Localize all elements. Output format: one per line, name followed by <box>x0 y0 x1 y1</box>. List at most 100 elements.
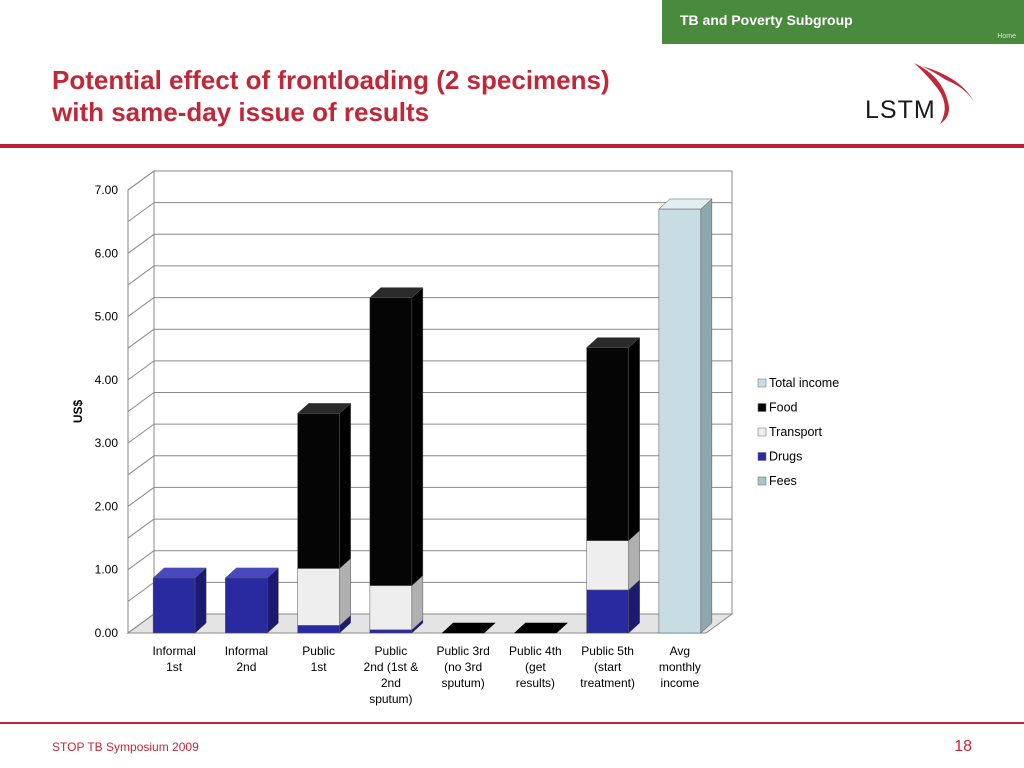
legend-label: Fees <box>769 474 797 488</box>
chart-floor <box>126 613 734 634</box>
page-number: 18 <box>954 738 972 755</box>
x-category-label-line: Public 4th <box>509 644 562 658</box>
legend-label: Total income <box>769 376 839 390</box>
x-category-label-line: 2nd <box>381 676 401 690</box>
gridline-side <box>127 233 155 254</box>
x-category-label: Informal 1st <box>152 644 195 674</box>
x-category-label: Informal 2nd <box>225 644 268 674</box>
slide-title: Potential effect of frontloading (2 spec… <box>52 64 610 128</box>
y-tick-label: 6.00 <box>95 246 119 260</box>
gridline-side <box>127 392 155 412</box>
y-tick-label: 1.00 <box>95 563 119 577</box>
bar-zero <box>513 622 569 634</box>
x-category-label-line: income <box>661 676 700 690</box>
bar-drugs <box>297 625 340 634</box>
gridline-side <box>127 265 155 286</box>
y-tick-label: 0.00 <box>95 626 119 640</box>
x-category-label: Public 4th (get results) <box>509 644 562 690</box>
x-category-label-line: results) <box>516 676 555 690</box>
bar-top <box>296 403 352 414</box>
x-category-label-line: sputum) <box>441 676 484 690</box>
bar-food <box>586 347 629 541</box>
bar-top <box>224 567 280 579</box>
bar-food <box>297 413 340 569</box>
slide-title-line-2: with same-day issue of results <box>52 97 430 127</box>
legend-label: Drugs <box>769 450 802 464</box>
bar-drugs-side <box>267 567 279 634</box>
bar-total-income-side <box>700 198 713 634</box>
legend-swatch <box>757 452 767 461</box>
stacked-bar-chart: 0.00 1.00 2.00 3.00 4.00 5.00 6.00 7.00 US$ Infor… <box>71 170 839 706</box>
legend-label: Transport <box>769 425 823 439</box>
footer-divider <box>0 722 1024 724</box>
gridline-side <box>127 170 155 191</box>
logo-text: LSTM <box>865 96 936 124</box>
x-category-label-line: (get <box>525 660 546 674</box>
x-category-label: Public 2nd (1st & 2nd sputum) <box>364 644 419 706</box>
gridline-side <box>127 455 155 476</box>
y-axis-label: US$ <box>71 400 85 424</box>
x-category-label-line: Public <box>302 644 335 658</box>
gridline-side <box>127 423 155 444</box>
lstm-swoosh-icon <box>914 63 974 124</box>
x-category-label-line: monthly <box>659 660 701 674</box>
bar-transport-side <box>339 557 351 626</box>
x-category-label-line: (start <box>594 660 622 674</box>
y-tick-label: 3.00 <box>95 436 119 450</box>
bar-top <box>585 337 641 348</box>
x-category-label-line: Avg <box>670 644 690 658</box>
x-category-label-line: 1st <box>311 660 328 674</box>
x-category-label-line: Public 5th <box>581 644 634 658</box>
gridline-side <box>127 613 155 634</box>
header-divider <box>0 144 1024 148</box>
lstm-logo: LSTM <box>862 58 982 128</box>
bar-transport <box>297 568 340 626</box>
legend-swatch <box>757 378 767 388</box>
header-banner: TB and Poverty Subgroup Home <box>662 0 1024 44</box>
footer-text: STOP TB Symposium 2009 <box>52 740 199 754</box>
legend-swatch <box>757 427 767 437</box>
x-category-label-line: (no 3rd <box>444 660 482 674</box>
bar-drugs <box>225 577 268 634</box>
x-category-label: Public 3rd (no 3rd sputum) <box>436 644 489 690</box>
x-category-label-line: Public 3rd <box>436 644 489 658</box>
bar-drugs <box>369 629 413 634</box>
bar-food-side <box>628 337 640 542</box>
legend-label: Food <box>769 401 798 415</box>
x-category-label-line: sputum) <box>369 692 412 706</box>
bar-drugs-side <box>194 567 207 634</box>
y-tick-label: 4.00 <box>95 373 119 387</box>
bar-total-income <box>658 208 702 634</box>
legend-swatch <box>757 403 767 412</box>
x-category-label-line: Public <box>375 644 408 658</box>
x-category-label-line: Informal <box>152 644 195 658</box>
x-category-label-line: Informal <box>225 644 268 658</box>
x-category-label-line: 2nd (1st & <box>364 660 419 674</box>
y-tick-label: 2.00 <box>95 499 119 513</box>
bar-food-side <box>411 287 424 587</box>
gridline-side <box>127 297 155 317</box>
gridline-side <box>127 518 155 539</box>
bar-food-side <box>339 402 351 570</box>
x-category-label: Public 1st <box>302 644 335 674</box>
home-link[interactable]: Home <box>997 33 1016 40</box>
y-tick-label: 7.00 <box>95 183 119 197</box>
y-tick-label: 5.00 <box>95 310 119 324</box>
bar-top <box>658 198 713 210</box>
legend-swatch <box>757 476 767 486</box>
bar-food <box>369 297 413 586</box>
bar-transport <box>369 585 413 631</box>
gridline-side <box>127 328 155 349</box>
x-category-label-line: treatment) <box>580 676 635 690</box>
slide-title-line-1: Potential effect of frontloading (2 spec… <box>52 65 610 95</box>
x-category-label-line: 2nd <box>236 660 256 674</box>
bar-drugs <box>586 589 629 634</box>
x-category-label: Avg monthly income <box>659 644 701 690</box>
x-category-label-line: 1st <box>166 660 183 674</box>
gridline-side <box>127 581 155 602</box>
bar-drugs <box>152 577 196 634</box>
x-category-label: Public 5th (start treatment) <box>580 644 635 690</box>
banner-title: TB and Poverty Subgroup <box>680 12 853 28</box>
gridline-side <box>127 360 155 381</box>
gridline-side <box>127 487 155 507</box>
